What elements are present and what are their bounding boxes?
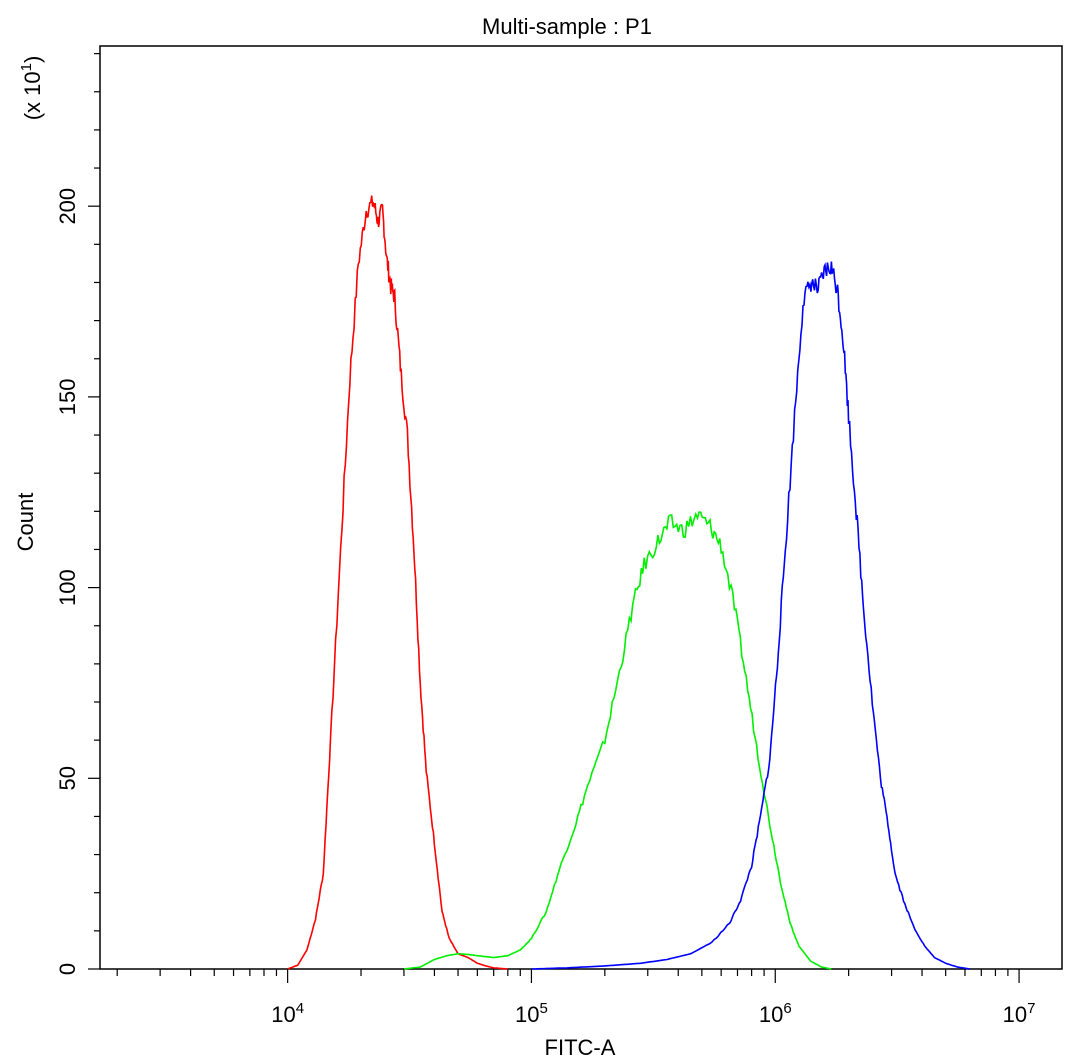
series-line-1 [403,511,832,970]
y-multiplier-close: ) [20,56,45,63]
series-line-0 [287,195,508,970]
x-axis-ticks: 104 105 106 107 [116,969,1036,1027]
y-tick-label: 0 [55,963,80,975]
y-axis-multiplier: (x 101) [18,56,45,121]
y-axis-label: Count [13,493,38,552]
plot-frame [99,45,1063,970]
x-tick-label: 106 [759,1000,792,1027]
chart-title: Multi-sample : P1 [482,14,652,39]
y-multiplier-exp: 1 [18,63,35,71]
y-axis-ticks: 0 50 100 150 200 [55,53,100,975]
x-tick-label: 107 [1003,1000,1036,1027]
series-line-2 [531,261,971,970]
series-lines [287,195,971,970]
y-multiplier-base: (x 10 [20,71,45,120]
y-tick-label: 50 [55,766,80,790]
y-tick-label: 100 [55,569,80,606]
y-tick-label: 150 [55,379,80,416]
x-tick-label: 104 [271,1000,304,1027]
x-tick-label: 105 [515,1000,548,1027]
y-tick-label: 200 [55,188,80,225]
svg-text:(x 101): (x 101) [18,56,45,121]
x-axis-label: FITC-A [545,1035,616,1060]
